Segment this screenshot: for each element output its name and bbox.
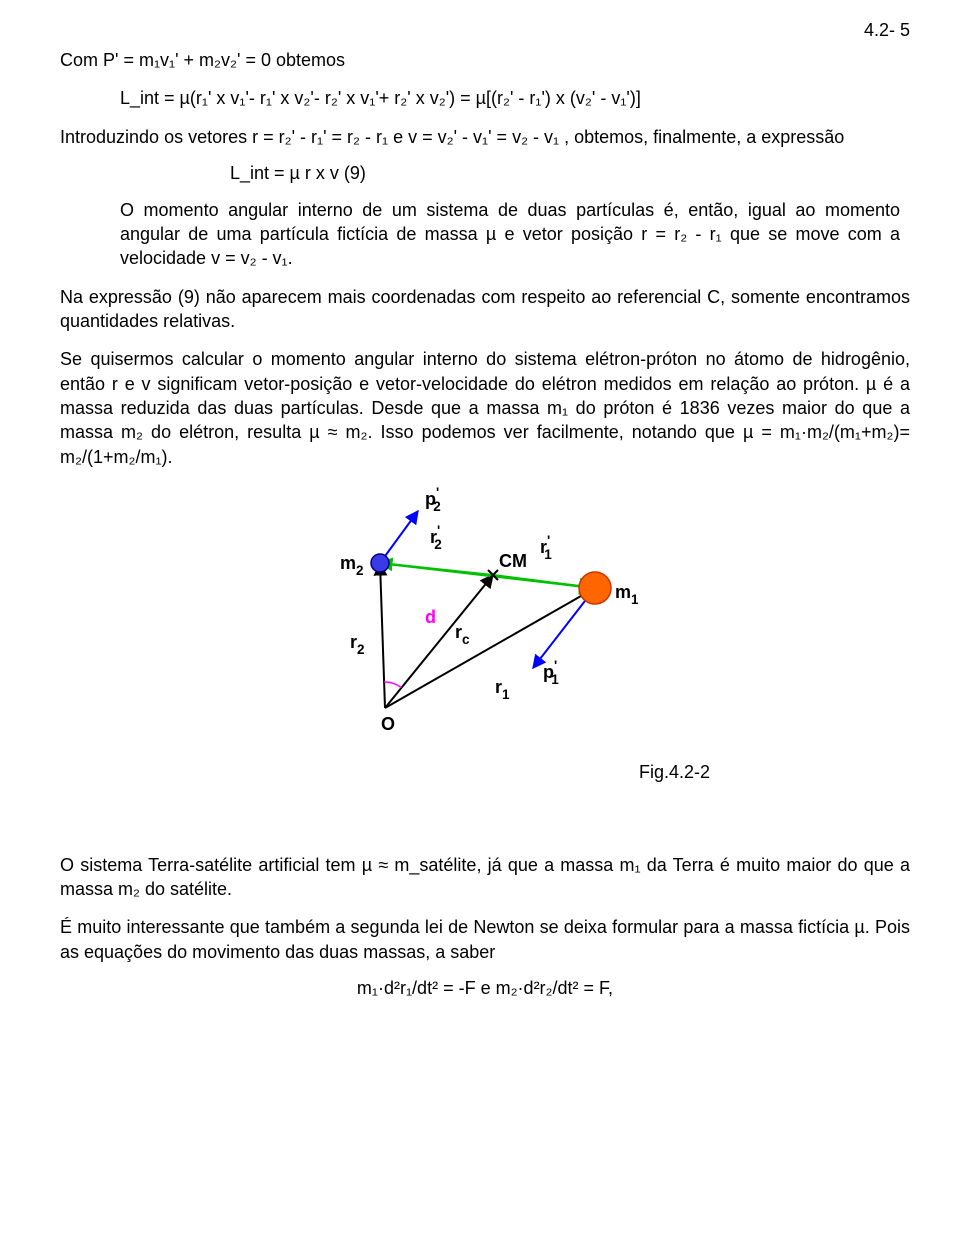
svg-text:r2: r2 xyxy=(350,632,365,657)
svg-text:r'1: r'1 xyxy=(540,533,552,562)
svg-text:rc: rc xyxy=(455,622,470,647)
paragraph-4: Na expressão (9) não aparecem mais coord… xyxy=(60,285,910,334)
svg-text:CM: CM xyxy=(499,551,527,571)
svg-text:O: O xyxy=(381,714,395,734)
svg-text:p'1: p'1 xyxy=(543,658,559,687)
paragraph-5: Se quisermos calcular o momento angular … xyxy=(60,347,910,468)
equation-1: L_int = µ(r₁' x v₁'- r₁' x v₂'- r₂' x v₁… xyxy=(120,86,910,110)
svg-text:r'2: r'2 xyxy=(430,523,442,552)
svg-text:m1: m1 xyxy=(615,582,639,607)
svg-text:m2: m2 xyxy=(340,553,364,578)
page-number: 4.2- 5 xyxy=(864,20,910,41)
figure-4-2-2: r2 r1 rcd r'2 r'1 p'2 p'1 Om2 CM m1 xyxy=(60,483,910,748)
svg-text:p'2: p'2 xyxy=(425,485,441,514)
equation-2: L_int = µ r x v (9) xyxy=(230,163,910,184)
diagram-svg: r2 r1 rcd r'2 r'1 p'2 p'1 Om2 CM m1 xyxy=(275,483,695,743)
paragraph-6: O sistema Terra-satélite artificial tem … xyxy=(60,853,910,902)
equation-3: m₁·d²r₁/dt² = -F e m₂·d²r₂/dt² = F, xyxy=(60,978,910,999)
figure-caption: Fig.4.2-2 xyxy=(60,762,910,783)
paragraph-7: É muito interessante que também a segund… xyxy=(60,915,910,964)
paragraph-3: O momento angular interno de um sistema … xyxy=(120,198,900,271)
svg-text:r1: r1 xyxy=(495,677,510,702)
svg-text:d: d xyxy=(425,607,436,627)
paragraph-2: Introduzindo os vetores r = r₂' - r₁' = … xyxy=(60,125,910,149)
paragraph-1: Com P' = m₁v₁' + m₂v₂' = 0 obtemos xyxy=(60,48,910,72)
